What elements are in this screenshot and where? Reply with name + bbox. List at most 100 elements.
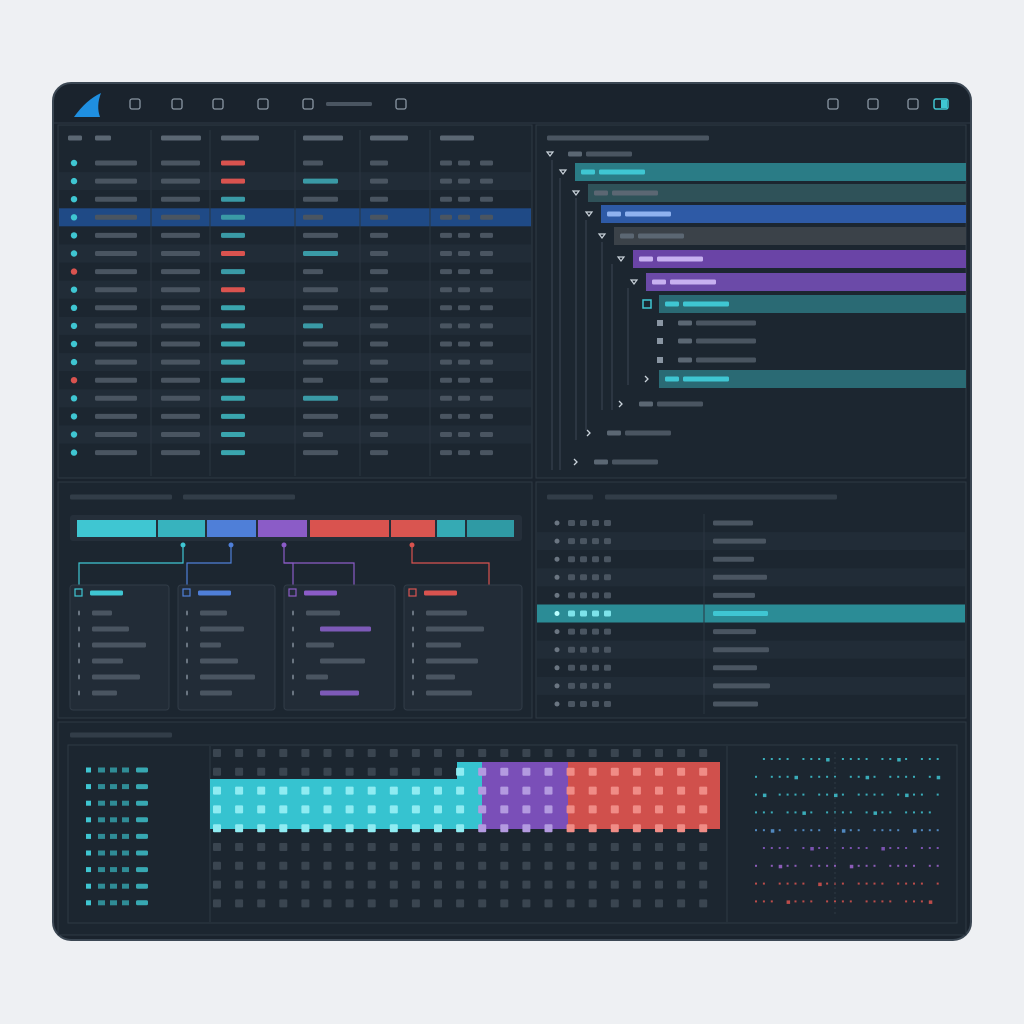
grid-cell[interactable]	[522, 749, 531, 757]
grid-cell[interactable]	[323, 899, 332, 908]
grid-cell[interactable]	[367, 899, 376, 908]
grid-cell[interactable]	[345, 880, 354, 889]
grid-cell[interactable]	[367, 824, 376, 833]
grid-cell[interactable]	[500, 805, 509, 814]
grid-cell[interactable]	[345, 899, 354, 908]
grid-cell[interactable]	[456, 749, 465, 757]
grid-cell[interactable]	[235, 843, 244, 851]
segment[interactable]	[158, 520, 205, 537]
grid-cell[interactable]	[677, 749, 686, 757]
grid-cell[interactable]	[257, 861, 266, 870]
grid-cell[interactable]	[544, 824, 553, 833]
grid-cell[interactable]	[566, 767, 575, 776]
grid-cell[interactable]	[213, 824, 221, 833]
grid-cell[interactable]	[610, 899, 619, 908]
grid-cell[interactable]	[389, 805, 398, 814]
grid-cell[interactable]	[699, 861, 708, 870]
grid-cell[interactable]	[301, 880, 310, 889]
grid-cell[interactable]	[478, 767, 487, 776]
grid-cell[interactable]	[367, 767, 376, 776]
grid-cell[interactable]	[566, 749, 575, 757]
grid-cell[interactable]	[411, 861, 420, 870]
tree-expander[interactable]	[644, 375, 649, 383]
grid-cell[interactable]	[279, 805, 288, 814]
tree-node-row[interactable]	[659, 295, 966, 313]
grid-cell[interactable]	[213, 899, 221, 908]
grid-cell[interactable]	[655, 749, 663, 757]
grid-cell[interactable]	[323, 786, 332, 795]
grid-cell[interactable]	[544, 843, 553, 851]
grid-cell[interactable]	[699, 880, 708, 889]
grid-cell[interactable]	[478, 805, 487, 814]
grid-cell[interactable]	[522, 880, 531, 889]
tree-expander[interactable]	[571, 190, 581, 196]
grid-cell[interactable]	[389, 880, 398, 889]
tree-expander[interactable]	[597, 233, 607, 239]
grid-cell[interactable]	[323, 880, 332, 889]
grid-cell[interactable]	[345, 749, 354, 757]
grid-cell[interactable]	[389, 861, 398, 870]
grid-cell[interactable]	[500, 843, 509, 851]
toolbar-edit-button[interactable]	[395, 98, 407, 110]
grid-cell[interactable]	[544, 749, 553, 757]
grid-cell[interactable]	[345, 805, 354, 814]
grid-cell[interactable]	[588, 899, 597, 908]
grid-cell[interactable]	[235, 805, 244, 814]
grid-cell[interactable]	[389, 749, 398, 757]
grid-cell[interactable]	[544, 767, 553, 776]
grid-cell[interactable]	[632, 767, 641, 776]
grid-cell[interactable]	[235, 880, 244, 889]
grid-cell[interactable]	[367, 880, 376, 889]
grid-cell[interactable]	[301, 843, 310, 851]
grid-cell[interactable]	[434, 786, 442, 795]
grid-cell[interactable]	[345, 861, 354, 870]
grid-cell[interactable]	[456, 880, 465, 889]
grid-cell[interactable]	[213, 767, 221, 776]
grid-cell[interactable]	[522, 899, 531, 908]
grid-cell[interactable]	[389, 786, 398, 795]
toolbar-filter-button[interactable]	[302, 98, 314, 110]
grid-cell[interactable]	[367, 749, 376, 757]
grid-cell[interactable]	[699, 899, 708, 908]
grid-cell[interactable]	[213, 861, 221, 870]
grid-cell[interactable]	[235, 767, 244, 776]
tree-expander[interactable]	[586, 429, 591, 437]
grid-cell[interactable]	[500, 880, 509, 889]
grid-cell[interactable]	[632, 749, 641, 757]
tree-node-row[interactable]	[659, 370, 966, 388]
grid-cell[interactable]	[699, 805, 708, 814]
grid-cell[interactable]	[235, 861, 244, 870]
segment[interactable]	[207, 520, 256, 537]
grid-cell[interactable]	[588, 767, 597, 776]
grid-cell[interactable]	[522, 767, 531, 776]
grid-cell[interactable]	[213, 805, 221, 814]
grid-cell[interactable]	[257, 899, 266, 908]
grid-cell[interactable]	[279, 880, 288, 889]
grid-cell[interactable]	[544, 880, 553, 889]
tree-expander[interactable]	[629, 279, 639, 285]
toolbar-panel-button[interactable]	[171, 98, 183, 110]
grid-cell[interactable]	[456, 767, 465, 776]
grid-cell[interactable]	[301, 824, 310, 833]
grid-cell[interactable]	[345, 843, 354, 851]
grid-cell[interactable]	[389, 824, 398, 833]
grid-cell[interactable]	[235, 786, 244, 795]
grid-cell[interactable]	[323, 861, 332, 870]
grid-cell[interactable]	[610, 786, 619, 795]
grid-cell[interactable]	[456, 805, 465, 814]
grid-cell[interactable]	[522, 843, 531, 851]
grid-cell[interactable]	[279, 861, 288, 870]
grid-cell[interactable]	[544, 899, 553, 908]
grid-cell[interactable]	[301, 767, 310, 776]
segment[interactable]	[437, 520, 465, 537]
tree-node-row[interactable]	[646, 273, 966, 291]
grid-cell[interactable]	[257, 767, 266, 776]
grid-cell[interactable]	[677, 861, 686, 870]
tree-expander[interactable]	[618, 400, 623, 408]
grid-cell[interactable]	[610, 749, 619, 757]
grid-cell[interactable]	[411, 786, 420, 795]
grid-cell[interactable]	[411, 899, 420, 908]
grid-cell[interactable]	[544, 805, 553, 814]
grid-cell[interactable]	[301, 749, 310, 757]
grid-cell[interactable]	[301, 899, 310, 908]
